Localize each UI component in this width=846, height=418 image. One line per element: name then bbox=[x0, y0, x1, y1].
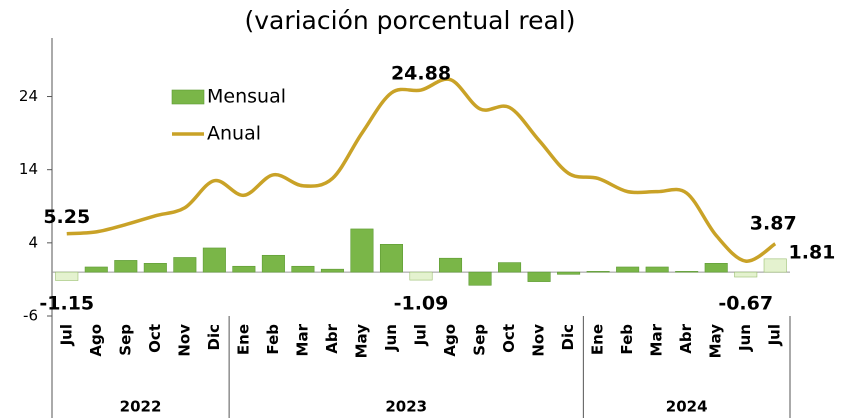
data-label: 1.81 bbox=[789, 241, 836, 263]
group-label: 2023 bbox=[385, 398, 427, 416]
x-tick-label: Jul bbox=[412, 324, 430, 346]
x-tick-label: Oct bbox=[500, 324, 518, 353]
x-tick-label: Mar bbox=[293, 323, 311, 356]
x-tick-label: Ene bbox=[589, 324, 607, 355]
x-tick-label: May bbox=[352, 324, 370, 359]
y-tick-label: -6 bbox=[23, 307, 38, 325]
bar bbox=[616, 266, 640, 273]
x-tick-label: May bbox=[707, 324, 725, 359]
x-tick-label: Dic bbox=[559, 324, 577, 350]
bar bbox=[173, 257, 197, 273]
x-tick-label: Ago bbox=[441, 324, 459, 357]
bar bbox=[291, 265, 315, 273]
data-label: 3.87 bbox=[750, 212, 797, 234]
y-tick-label: 14 bbox=[19, 160, 38, 178]
bar bbox=[763, 258, 787, 273]
x-tick-label: Abr bbox=[323, 323, 341, 353]
x-tick-label: Dic bbox=[205, 324, 223, 350]
bar bbox=[675, 271, 699, 273]
legend-label: Mensual bbox=[207, 86, 286, 108]
x-tick-label: Nov bbox=[530, 324, 548, 357]
bar bbox=[232, 265, 256, 273]
x-tick-label: Jul bbox=[766, 324, 784, 346]
group-label: 2024 bbox=[666, 398, 708, 416]
bar bbox=[439, 257, 463, 273]
bar bbox=[379, 244, 403, 273]
x-tick-label: Feb bbox=[618, 324, 636, 355]
bar bbox=[498, 262, 522, 273]
x-tick-label: Jul bbox=[57, 324, 75, 346]
data-label: 5.25 bbox=[43, 206, 90, 228]
legend-label: Anual bbox=[207, 123, 261, 145]
x-tick-label: Sep bbox=[116, 324, 134, 356]
bar bbox=[586, 271, 610, 273]
y-tick-label: 24 bbox=[19, 87, 38, 105]
bar bbox=[527, 271, 551, 282]
data-label: -0.67 bbox=[718, 293, 773, 315]
data-label: 24.88 bbox=[391, 63, 451, 85]
x-tick-label: Ago bbox=[87, 324, 105, 357]
x-tick-label: Nov bbox=[175, 324, 193, 357]
bar bbox=[557, 271, 581, 275]
x-tick-label: Jun bbox=[382, 324, 400, 352]
line bbox=[66, 77, 777, 263]
legend-swatch bbox=[171, 89, 205, 105]
x-tick-label: Abr bbox=[677, 323, 695, 353]
data-label: -1.09 bbox=[394, 293, 449, 315]
x-tick-label: Ene bbox=[234, 324, 252, 355]
bar bbox=[320, 268, 344, 273]
x-tick-label: Sep bbox=[471, 324, 489, 356]
bar bbox=[734, 271, 758, 278]
bar bbox=[202, 247, 226, 273]
bar bbox=[645, 266, 669, 273]
bar bbox=[143, 263, 167, 273]
x-tick-label: Mar bbox=[648, 323, 666, 356]
x-tick-label: Jun bbox=[736, 324, 754, 352]
chart-title: (variación porcentual real) bbox=[244, 6, 575, 35]
bar bbox=[468, 271, 492, 286]
bar bbox=[84, 266, 108, 273]
bar bbox=[409, 271, 433, 281]
group-label: 2022 bbox=[120, 398, 162, 416]
bar bbox=[55, 271, 79, 281]
data-label: -1.15 bbox=[39, 293, 94, 315]
bar bbox=[704, 263, 728, 273]
bar bbox=[261, 254, 285, 273]
y-tick-label: 4 bbox=[28, 233, 38, 251]
x-tick-label: Feb bbox=[264, 324, 282, 355]
x-tick-label: Oct bbox=[146, 324, 164, 353]
bar bbox=[350, 228, 374, 273]
bar bbox=[114, 260, 138, 273]
